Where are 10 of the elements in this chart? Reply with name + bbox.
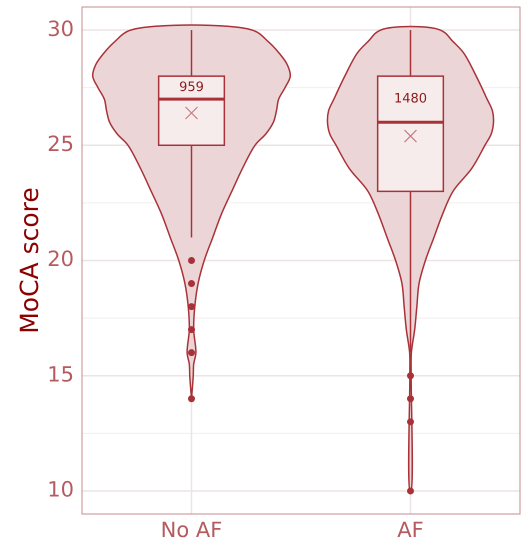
y-tick-label: 20 bbox=[47, 247, 74, 272]
annotation: 1480 bbox=[394, 92, 428, 107]
y-axis-title: MoCA score bbox=[15, 187, 44, 334]
annotation: 959 bbox=[179, 80, 204, 96]
y-tick-label: 25 bbox=[47, 132, 74, 156]
y-tick-label: 10 bbox=[47, 478, 74, 502]
x-tick-label: No AF bbox=[160, 518, 222, 540]
x-tick-label: AF bbox=[397, 518, 424, 540]
y-tick-label: 30 bbox=[47, 16, 74, 41]
y-tick-label: 15 bbox=[47, 362, 74, 386]
